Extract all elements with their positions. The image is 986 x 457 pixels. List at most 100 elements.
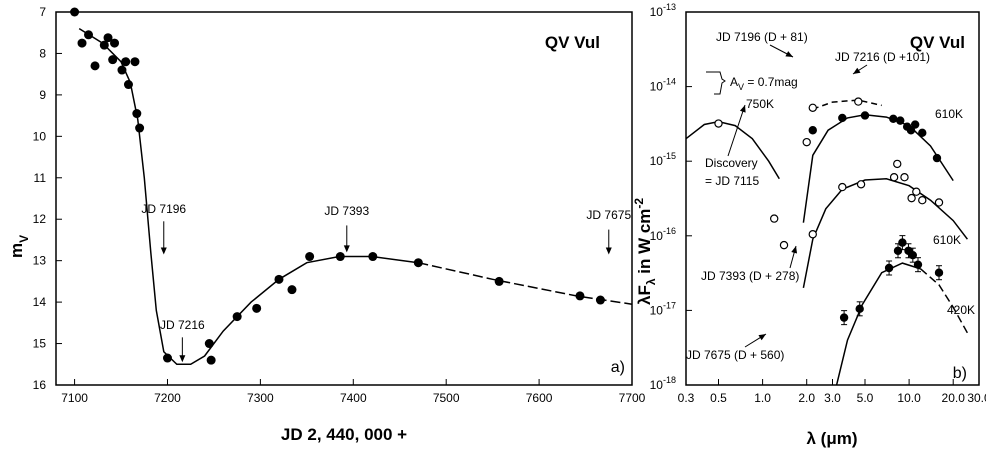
- data-point: [770, 214, 779, 223]
- data-point: [808, 230, 817, 239]
- data-point: [413, 258, 423, 268]
- data-point: [77, 38, 87, 48]
- data-point: [335, 252, 345, 262]
- jd7675-420k-curve: [835, 262, 921, 386]
- annotation-arrow: [727, 104, 746, 157]
- y-tick-label: 10-16: [650, 226, 676, 243]
- data-point: [135, 123, 145, 133]
- data-point: [121, 57, 131, 67]
- data-point: [884, 263, 894, 273]
- data-point: [900, 173, 909, 182]
- av-annotation: AV = 0.7mag: [730, 75, 798, 92]
- x-tick-label: 30.0: [967, 391, 986, 405]
- jd7196-curve: [812, 99, 882, 110]
- panel-a-y-axis-label: mV: [7, 235, 31, 258]
- data-point: [132, 109, 142, 119]
- x-tick-label: 10.0: [897, 391, 921, 405]
- series-label-jd7216: JD 7216 (D +101): [835, 50, 930, 64]
- annotation-label: JD 7196: [141, 202, 186, 216]
- annotation-label: JD 7216: [160, 318, 205, 332]
- data-point: [130, 57, 140, 67]
- x-tick-label: 7200: [154, 391, 181, 405]
- data-point: [918, 128, 927, 138]
- panel-b-title: QV Vul: [910, 33, 965, 52]
- data-point: [90, 61, 100, 71]
- data-point: [838, 182, 847, 192]
- y-tick-label: 11: [34, 171, 47, 185]
- data-point: [108, 55, 118, 65]
- x-tick-label: 5.0: [857, 391, 874, 405]
- y-tick-label: 10-17: [650, 300, 676, 317]
- data-point: [908, 250, 918, 260]
- data-point: [907, 193, 916, 203]
- x-tick-label: 7400: [340, 391, 367, 405]
- data-point: [368, 252, 378, 262]
- x-tick-label: 7300: [247, 391, 274, 405]
- y-tick-label: 7: [39, 5, 46, 19]
- annotation-arrow-head: [739, 105, 746, 113]
- data-point: [906, 126, 916, 135]
- x-tick-label: 0.5: [710, 391, 727, 405]
- x-tick-label: 1.0: [754, 391, 771, 405]
- panel-a-x-axis-label: JD 2, 440, 000 +: [281, 425, 407, 444]
- data-point: [162, 353, 172, 363]
- data-point: [206, 355, 216, 365]
- annotation-arrow-head: [179, 355, 186, 363]
- y-tick-label: 16: [33, 378, 47, 392]
- discovery-750k-curve: [685, 120, 780, 180]
- data-point: [305, 252, 315, 262]
- fit-label-420k: 420K: [947, 303, 975, 317]
- y-tick-label: 10-14: [650, 77, 676, 94]
- fit-label-750k: 750K: [746, 97, 774, 111]
- data-point: [893, 246, 903, 255]
- series-label-jd7196: JD 7196 (D + 81): [716, 30, 808, 44]
- data-point: [123, 80, 133, 90]
- annotation-label: JD 7393: [324, 204, 369, 218]
- panel-a-label: a): [611, 359, 625, 376]
- data-point: [779, 240, 789, 250]
- data-point: [84, 30, 94, 40]
- light-curve-fit-solid: [78, 27, 419, 366]
- jd7675-420k-curve-dashed: [920, 268, 969, 334]
- x-tick-label: 7700: [619, 391, 646, 405]
- series-label-discovery-jd: = JD 7115: [705, 174, 759, 188]
- series-label-jd7675: JD 7675 (D + 560): [686, 348, 784, 362]
- y-tick-label: 15: [33, 337, 47, 351]
- data-point: [808, 103, 817, 112]
- data-point: [913, 260, 923, 269]
- series-label-discovery: Discovery: [705, 156, 758, 170]
- annotation-arrow-head: [853, 67, 861, 74]
- y-tick-label: 12: [33, 212, 47, 226]
- data-point: [839, 313, 849, 322]
- data-point: [889, 114, 898, 124]
- data-point: [912, 187, 921, 196]
- data-point: [918, 196, 927, 205]
- series-label-jd7393: JD 7393 (D + 278): [701, 269, 799, 283]
- y-tick-label: 10: [33, 129, 47, 143]
- x-tick-label: 0.3: [678, 391, 695, 405]
- data-point: [855, 304, 864, 314]
- panel-b-x-axis-label: λ (μm): [806, 429, 857, 448]
- data-point: [893, 159, 902, 169]
- data-point: [287, 285, 297, 295]
- data-point: [252, 303, 262, 313]
- x-tick-label: 3.0: [824, 391, 841, 405]
- x-tick-label: 2.0: [798, 391, 815, 405]
- data-point: [934, 268, 944, 277]
- panel-b-y-axis-label: λFλ in W cm-2: [632, 198, 658, 305]
- annotation-arrow-head: [758, 334, 766, 341]
- x-tick-label: 7600: [526, 391, 553, 405]
- annotation-arrow-head: [791, 246, 798, 254]
- annotation-arrow-head: [785, 51, 793, 57]
- x-tick-label: 20.0: [942, 391, 966, 405]
- data-point: [99, 40, 109, 50]
- panel-b-label: b): [953, 365, 967, 382]
- panel-a-light-curve: QV Vul a) JD 2, 440, 000 + mV 7100 7200 73…: [7, 5, 646, 444]
- data-point: [117, 65, 127, 75]
- data-point: [70, 7, 80, 17]
- data-point: [232, 312, 242, 322]
- data-point: [910, 120, 920, 129]
- fit-label-jd7216-610k: 610K: [935, 107, 963, 121]
- jd7393-610k-curve: [802, 178, 968, 289]
